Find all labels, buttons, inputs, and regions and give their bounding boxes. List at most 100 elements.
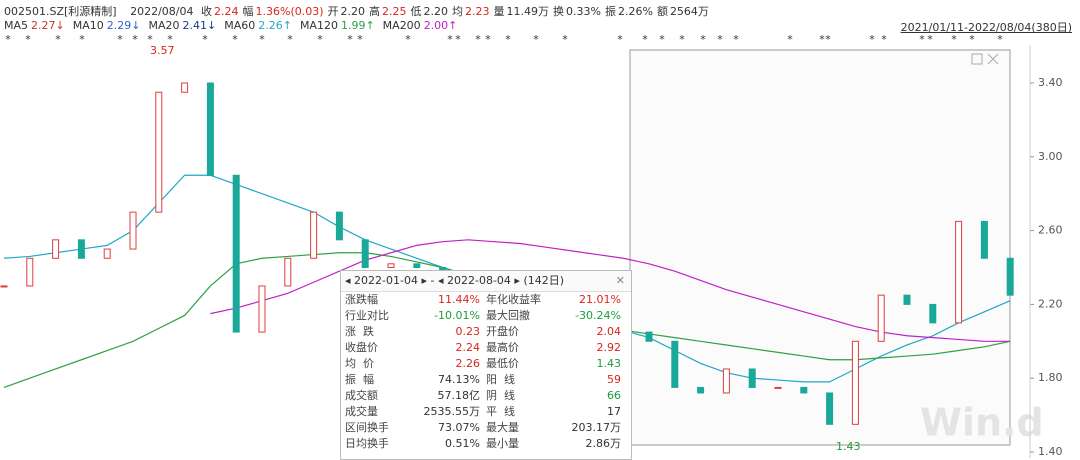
candle: [284, 257, 292, 287]
quote-value: 0.33%: [566, 5, 601, 18]
quote-value: 2.20: [423, 5, 449, 18]
event-marker: *: [55, 33, 61, 46]
stat-value: 0.51%: [445, 437, 480, 450]
event-marker: *: [5, 33, 11, 46]
stat-value: 2535.55万: [423, 405, 481, 418]
date-range[interactable]: 2021/01/11-2022/08/04(380日): [900, 21, 1072, 34]
quote-value: 2.20: [340, 5, 366, 18]
event-marker: *: [117, 33, 123, 46]
stat-cell: 区间换手 73.07%: [345, 420, 486, 436]
candle: [361, 239, 369, 268]
stat-row: 成交额 57.18亿阴 线 66: [341, 388, 631, 404]
candle: [1006, 257, 1014, 296]
stat-label: 区间换手: [345, 421, 389, 434]
quote-label: 开: [327, 5, 339, 18]
end-date[interactable]: 2022-08-04: [446, 274, 511, 287]
y-tick-label: 2.60: [1038, 224, 1063, 237]
stat-label: 振 幅: [345, 373, 374, 386]
stat-row: 均 价 2.26 最低价 1.43: [341, 356, 631, 372]
ma-name: MA5: [4, 19, 29, 32]
candle: [826, 392, 834, 425]
start-date[interactable]: 2022-01-04: [354, 274, 418, 287]
stat-value: 59: [607, 373, 621, 386]
stat-value: 21.01%: [579, 293, 621, 306]
event-marker: *: [287, 33, 293, 46]
candle: [0, 285, 8, 288]
event-marker: *: [819, 33, 825, 46]
quote-label: 收: [201, 5, 212, 18]
stat-value: 57.18亿: [437, 389, 481, 402]
event-marker: *: [869, 33, 875, 46]
maximize-icon[interactable]: [971, 53, 983, 65]
candle: [877, 294, 885, 342]
candle: [335, 211, 343, 241]
ma-name: MA20: [148, 19, 180, 32]
stat-value: -30.24%: [575, 309, 621, 322]
y-tick-label: 1.80: [1038, 371, 1063, 384]
ma-value: 2.27↓: [31, 19, 65, 32]
event-marker: *: [997, 33, 1003, 46]
quote-bar: 002501.SZ[利源精制] 2022/08/04 收 2.24 幅 1.36%(0…: [4, 3, 713, 19]
close-icon[interactable]: ✕: [615, 274, 625, 287]
stat-cell: 涨跌幅 11.44%: [345, 292, 486, 308]
stat-row: 成交量 2535.55万平 线 17: [341, 404, 631, 420]
event-marker: *: [259, 33, 265, 46]
quote-value: 2.24: [214, 5, 239, 18]
event-marker: *: [147, 33, 153, 46]
stat-value: 11.44%: [438, 293, 480, 306]
y-tick-label: 1.40: [1038, 445, 1063, 458]
candle: [697, 386, 705, 394]
stat-row: 涨 跌 0.23 开盘价 2.04: [341, 324, 631, 340]
event-marker: *: [733, 33, 739, 46]
stat-row: 涨跌幅 11.44% 年化收益率 21.01%: [341, 292, 631, 308]
candle: [155, 91, 163, 213]
candle: [645, 331, 653, 342]
event-marker: *: [717, 33, 723, 46]
stat-row: 振 幅 74.13% 阳 线 59: [341, 372, 631, 388]
event-marker: *: [919, 33, 925, 46]
candle: [671, 340, 679, 388]
event-marker: *: [455, 33, 461, 46]
quote-value: 2.26%: [617, 5, 653, 18]
event-marker: *: [825, 33, 831, 46]
ma-name: MA10: [72, 19, 104, 32]
event-marker: *: [787, 33, 793, 46]
candle: [387, 263, 395, 268]
stat-value: 2.86万: [585, 437, 622, 450]
stat-label: 涨跌幅: [345, 293, 378, 306]
stat-row: 收盘价 2.24 最高价 2.92: [341, 340, 631, 356]
stat-value: 2.24: [455, 341, 481, 354]
candle: [851, 340, 859, 425]
y-tick-label: 3.40: [1038, 76, 1063, 89]
event-marker: *: [679, 33, 685, 46]
stat-cell: 成交量 2535.55万: [345, 404, 486, 420]
stat-value: 0.23: [455, 325, 481, 338]
ma-value: 2.41↓: [182, 19, 217, 32]
stat-label: 最大量: [486, 421, 519, 434]
candle: [52, 239, 60, 259]
watermark: Win.d: [920, 401, 1044, 445]
event-marker: *: [642, 33, 648, 46]
event-marker: *: [447, 33, 453, 46]
stat-cell: 收盘价 2.24: [345, 340, 486, 356]
stat-cell: 均 价 2.26: [345, 356, 486, 372]
close-icon[interactable]: [987, 53, 999, 65]
event-marker: *: [347, 33, 353, 46]
stat-cell: 阴 线 66: [486, 388, 627, 404]
ma-legend: MA5 2.27↓ MA10 2.29↓ MA20 2.41↓ MA60 2.26↑ MA120…: [4, 19, 465, 32]
stat-value: 1.43: [596, 357, 622, 370]
candle: [26, 257, 34, 287]
stat-cell: 最低价 1.43: [486, 356, 627, 372]
stat-value: 17: [607, 405, 621, 418]
event-marker: *: [317, 33, 323, 46]
event-marker: *: [659, 33, 665, 46]
stat-label: 成交额: [345, 389, 378, 402]
ma-name: MA200: [382, 19, 421, 32]
quote-label: 量: [493, 5, 505, 18]
quote-value: 2.23: [465, 5, 490, 18]
stat-row: 日均换手 0.51% 最小量 2.86万: [341, 436, 631, 452]
selection-box[interactable]: [629, 49, 1011, 446]
quote-label: 额: [656, 5, 668, 18]
y-tick-label: 2.20: [1038, 297, 1063, 310]
